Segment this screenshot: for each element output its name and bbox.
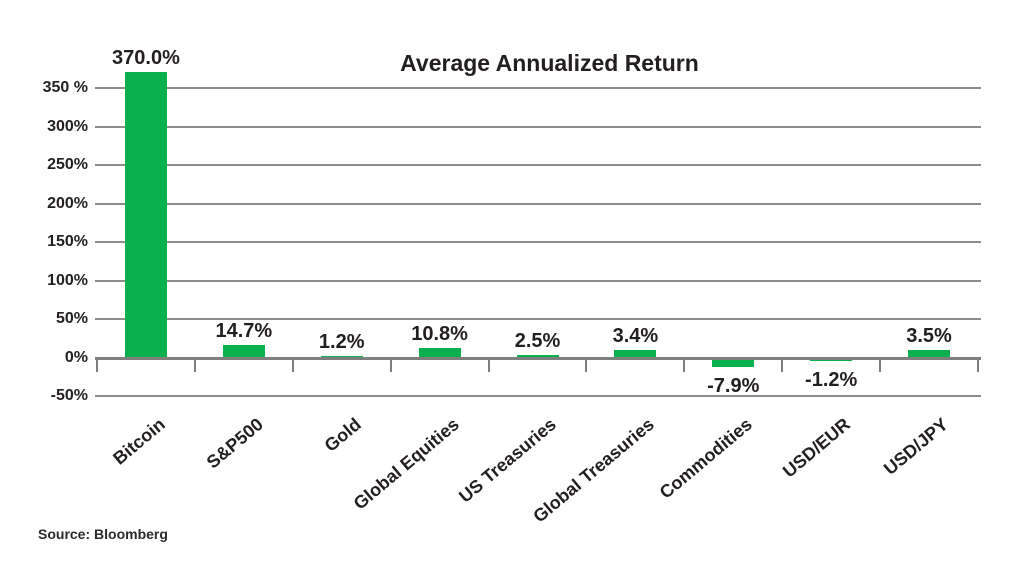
bar [124,71,167,357]
gridline [95,164,981,166]
y-axis-tick-label: 150% [47,233,88,250]
axis-tick [977,356,979,372]
bar [908,349,951,357]
bar-value-label: 3.5% [906,324,952,347]
axis-tick [291,356,294,372]
y-axis-tick-label: 200% [47,194,88,212]
bar [418,348,461,357]
source-note: Source: Bloomberg [38,526,168,542]
bar [712,359,755,367]
y-axis-tick-label: -50% [50,387,88,404]
gridline [95,318,981,320]
y-axis-tick-label: 50% [55,310,88,327]
gridline [95,87,981,89]
y-axis-tick-label: 100% [47,271,88,289]
chart-title: Average Annualized Return [400,50,699,76]
x-axis-label: USD/JPY [880,414,952,479]
x-axis-line [95,356,981,360]
gridline [95,279,981,282]
x-axis-label: Commodities [655,414,757,503]
x-axis-label: Gold [320,414,365,456]
x-axis-label: Global Equities [349,414,463,514]
bar-value-label: -1.2% [805,368,858,391]
axis-tick [585,356,588,372]
axis-tick [487,356,490,372]
y-axis-tick-label: 300% [47,117,88,135]
bar-value-label: 1.2% [318,330,365,353]
x-axis-label: USD/EUR [779,414,855,482]
bar [516,354,559,357]
axis-tick [683,356,686,372]
x-axis-label: Bitcoin [109,414,169,469]
axis-tick [96,356,98,372]
gridline [95,125,981,128]
x-axis-label: S&P500 [202,414,267,473]
gridline [95,395,981,397]
y-axis-tick-label: 250% [47,156,88,173]
axis-tick [193,356,196,372]
y-axis-tick-label: 0% [64,348,88,366]
bar-value-label: 370.0% [112,46,180,69]
axis-tick [879,356,882,372]
x-axis-label: US Treasuries [455,414,561,507]
bar [222,345,265,357]
bar [320,355,363,357]
bar-value-label: 10.8% [411,323,468,346]
bar-value-label: 14.7% [215,320,273,343]
y-axis-tick-label: 350 % [42,79,88,96]
axis-tick [389,356,392,372]
bar-value-label: 2.5% [514,329,561,352]
axis-tick [781,356,784,372]
bar-value-label: -7.9% [707,374,760,397]
bar-value-label: 3.4% [612,324,659,347]
bar [810,359,853,361]
gridline [95,202,981,205]
gridline [95,241,981,243]
bar [614,349,657,357]
